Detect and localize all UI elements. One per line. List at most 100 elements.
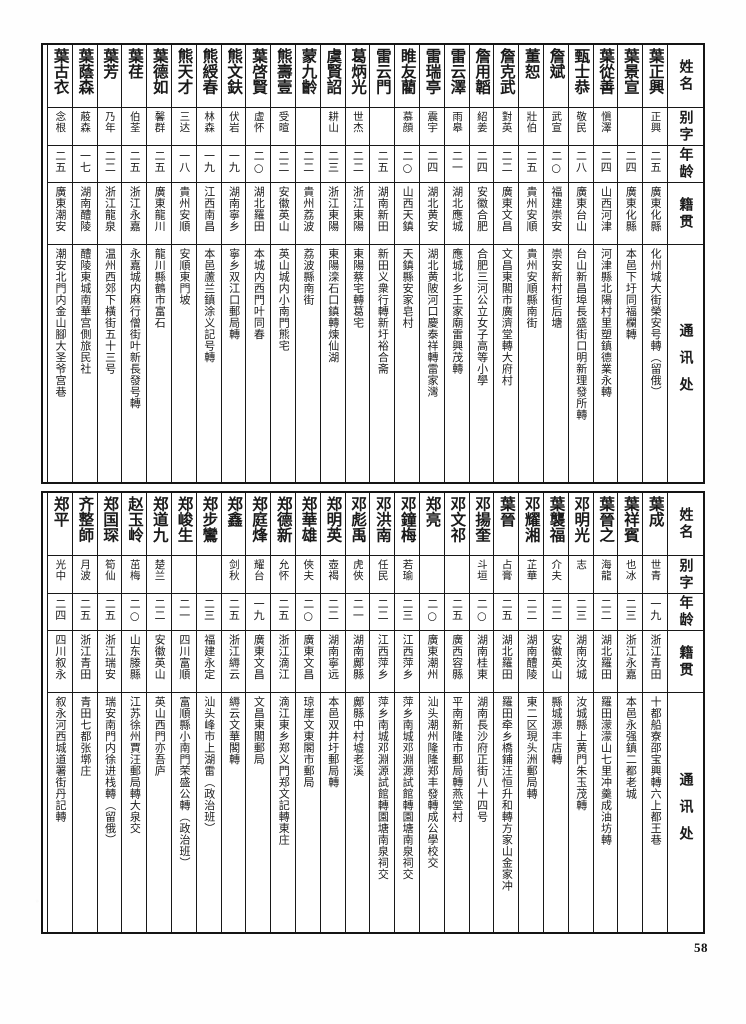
entry-alias-cell: 虎俠 bbox=[345, 555, 370, 593]
roster-entry-column[interactable]: 熊綬春 林森 一九 江西南昌 本邑蘆兰鎮涂义記号轉 bbox=[195, 45, 221, 482]
entry-name-cell: 郑德新 bbox=[271, 493, 295, 555]
entry-address-text: 富順縣小南門荣盛公轉（政治班） bbox=[178, 696, 191, 869]
entry-address-cell: 琼崖文東閣市郵局 bbox=[296, 692, 320, 932]
entry-hometown-cell: 浙江龍泉 bbox=[97, 182, 122, 244]
roster-entry-column[interactable]: 葉成 世青 一九 浙江青田 十都船寮邵宝興轉六上都王巷 bbox=[642, 493, 667, 932]
roster-entry-column[interactable]: 睢友藺 慕顔 二○ 山西天鎮 天鎮縣安家皂村 bbox=[394, 45, 420, 482]
roster-entry-column[interactable]: 邓洪南 任民 二二 江西萍乡 萍乡南城邓淵源試館轉園塘南泉祠交 bbox=[369, 493, 395, 932]
row-label-alias: 别字 bbox=[668, 555, 703, 593]
roster-entry-column[interactable]: 郑步鸞 二三 福建永定 汕头峰市上湖雷（政治班） bbox=[195, 493, 221, 932]
roster-entry-column[interactable]: 郑道九 楚兰 二二 安徽英山 英山西門亦吾庐 bbox=[146, 493, 172, 932]
roster-entry-column[interactable]: 熊壽壹 受暄 二二 安徽英山 英山城内小南門熊宅 bbox=[270, 45, 296, 482]
roster-entry-column[interactable]: 葉襲福 介夫 二二 安徽英山 縣城源丰店轉 bbox=[543, 493, 568, 932]
roster-entry-column[interactable]: 赵玉岭 茁梅 二○ 山东滕縣 江苏徐州賈汪郵局轉大泉交 bbox=[121, 493, 147, 932]
roster-entry-column[interactable]: 郑華雄 俠夫 二○ 廣東文昌 琼崖文東閣市郵局 bbox=[295, 493, 320, 932]
entry-address-cell: 萍乡南城邓淵源試館轉園塘南泉祠交 bbox=[395, 692, 420, 932]
roster-entry-column[interactable]: 葛炳光 世杰 二二 浙江東陽 東陽蔡宅轉葛宅 bbox=[344, 45, 370, 482]
entry-hometown-cell: 浙江縟云 bbox=[221, 630, 246, 692]
entry-age-text: 二五 bbox=[227, 598, 241, 621]
entry-hometown-cell: 浙江瑞安 bbox=[97, 630, 122, 692]
entry-name-text: 郑庭烽 bbox=[249, 496, 268, 543]
entry-hometown-cell: 四川富順 bbox=[172, 630, 196, 692]
entry-name-cell: 邓鐘梅 bbox=[395, 493, 419, 555]
roster-entry-column[interactable]: 甄士恭 敬民 二八 廣東台山 台山新昌埠長盛街口明新理發所轉 bbox=[567, 45, 593, 482]
roster-entry-column[interactable]: 郑庭烽 耀台 一九 廣東文昌 文昌東閣郵局 bbox=[245, 493, 271, 932]
roster-entry-column[interactable]: 郑明英 壺褐 二二 湖南寧远 本邑双井圩郵局轉 bbox=[319, 493, 345, 932]
roster-entry-column[interactable]: 邓揚奎 斗垣 二○ 湖南桂東 湖南長沙府正街八十四号 bbox=[468, 493, 494, 932]
entry-name-text: 葉德如 bbox=[150, 48, 169, 95]
entry-name-text: 邓鐘梅 bbox=[398, 496, 417, 543]
roster-entry-column[interactable]: 葉啓賢 虛怀 二○ 湖北羅田 本城内西門叶同春 bbox=[245, 45, 271, 482]
roster-entry-column[interactable]: 郑国琛 筍仙 二五 浙江瑞安 瑞安南門内徐进栈轉（留俄） bbox=[96, 493, 122, 932]
roster-entry-column[interactable]: 邓鐘梅 若瑜 二三 江西萍乡 萍乡南城邓淵源試館轉園塘南泉祠交 bbox=[394, 493, 420, 932]
roster-entry-column[interactable]: 葉晉之 海龍 二二 湖北羅田 羅田濛濛山七里冲羹成油坊轉 bbox=[592, 493, 618, 932]
roster-entry-column[interactable]: 熊文鈇 伏岩 一九 湖南寧乡 寧乡双江口郵局轉 bbox=[220, 45, 246, 482]
roster-entry-column[interactable]: 雷瑞亭 震宇 二四 湖北黄安 湖北黄陂河口慶泰祥轉雷家灣 bbox=[419, 45, 444, 482]
roster-entry-column[interactable]: 詹斌 武宣 二○ 福建崇安 崇安新村街后塘 bbox=[543, 45, 568, 482]
entry-alias-text: 志 bbox=[575, 559, 588, 570]
roster-entry-column[interactable]: 詹克武 對英 二二 廣東文昌 文昌東閣市廣濟堂轉大府村 bbox=[493, 45, 519, 482]
entry-name-text: 葛炳光 bbox=[349, 48, 368, 95]
entry-hometown-text: 安徽合肥 bbox=[475, 186, 489, 232]
entry-hometown-cell: 湖北羅田 bbox=[593, 630, 618, 692]
entry-age-text: 二八 bbox=[574, 150, 588, 173]
roster-entry-column[interactable]: 雷云門 二五 湖南新田 新田义衆行轉新圩裕合斋 bbox=[369, 45, 395, 482]
roster-entry-column[interactable]: 郑峻生 二一 四川富順 富順縣小南門荣盛公轉（政治班） bbox=[171, 493, 196, 932]
roster-entry-column[interactable]: 邓文祁 二五 廣西容縣 平南新隆市郵局轉燕堂村 bbox=[443, 493, 469, 932]
roster-entry-column[interactable]: 葉德如 馨群 二五 廣東龍川 龍川縣鶴市富石 bbox=[146, 45, 172, 482]
roster-entry-column[interactable]: 董恕 壯伯 二五 貴州安順 貴州安順縣南街 bbox=[518, 45, 544, 482]
roster-entry-column[interactable]: 熊天才 三达 一八 貴州安順 安順東門坡 bbox=[171, 45, 196, 482]
entry-alias-cell: 允怀 bbox=[271, 555, 296, 593]
roster-entry-column[interactable]: 葉祥賓 也冰 二三 浙江永嘉 本邑永强鎮二都老城 bbox=[617, 493, 643, 932]
roster-entry-column[interactable]: 邓明光志二三 湖南汝城 汝城縣上黄門朱玉茂轉 bbox=[567, 493, 593, 932]
entry-hometown-text: 廣東文昌 bbox=[301, 634, 315, 680]
roster-entry-column[interactable]: 葉芳 乃年 二二 浙江龍泉 温州西郊下橫街五十三号 bbox=[96, 45, 122, 482]
entry-hometown-text: 廣東化縣 bbox=[649, 186, 663, 232]
entry-age-cell: 二○ bbox=[395, 145, 420, 182]
entry-name-cell: 赵玉岭 bbox=[122, 493, 146, 555]
roster-table-upper: 姓名 别字 年龄 籍贯 通讯处 葉正興 正興 二五 廣東化縣 化州城大街榮安号轉（留俄） 葉景宣 二四… bbox=[41, 43, 705, 484]
roster-entry-column[interactable]: 葉景宣 二四 廣東化縣 本邑下圩同福欄轉 bbox=[617, 45, 643, 482]
roster-entry-column[interactable]: 葉古衣 念根 二五 廣東潮安 潮安北門内金山腳大圣爷宫巷 bbox=[47, 45, 72, 482]
roster-entry-column[interactable]: 郑德新 允怀 二五 浙江滴江 滴江東乡郑义門郑文記轉東庄 bbox=[270, 493, 296, 932]
roster-entry-column[interactable]: 郑亮 二○ 廣東潮州 汕头潮州隆隆郑丰發轉成公學校交 bbox=[419, 493, 444, 932]
roster-entry-column[interactable]: 虞賢詔 耕山 二三 浙江東陽 東陽滦石口鎮轉煉仙湖 bbox=[319, 45, 345, 482]
roster-entry-column[interactable]: 葉荏 伯荃 二五 浙江永嘉 永嘉城内麻行僧街叶新長發号轉 bbox=[121, 45, 147, 482]
entry-alias-text: 耀台 bbox=[252, 559, 265, 581]
roster-entry-column[interactable]: 齐整師 月波 二五 浙江青田 青田七都张墎庄 bbox=[71, 493, 97, 932]
roster-entry-column[interactable]: 蒙九齡 二二 貴州荔波 荔波縣南街 bbox=[295, 45, 320, 482]
row-label-column: 姓名 别字 年龄 籍贯 通讯处 bbox=[667, 45, 703, 482]
entry-name-text: 葉晉之 bbox=[597, 496, 616, 543]
roster-entry-column[interactable]: 郑鑫 剑秋 二五 浙江縟云 縟云文華閣轉 bbox=[220, 493, 246, 932]
entry-name-cell: 齐整師 bbox=[73, 493, 97, 555]
roster-entry-column[interactable]: 葉從善 愼澤 二四 山西河津 河津縣北陽村里塑鎮德業永轉 bbox=[592, 45, 618, 482]
entry-name-text: 甄士恭 bbox=[572, 48, 591, 95]
roster-entry-column[interactable]: 葉蔭森 蒑森 一七 湖南醴陵 醴陵東城南華宫側旅民社 bbox=[71, 45, 97, 482]
entry-alias-text: 若瑜 bbox=[401, 559, 414, 581]
entry-name-cell: 邓彪禹 bbox=[346, 493, 370, 555]
entry-name-text: 齐整師 bbox=[76, 496, 95, 543]
entry-age-cell: 二一 bbox=[172, 593, 196, 630]
entry-name-cell: 董恕 bbox=[519, 45, 543, 107]
entry-address-cell: 合肥三河公立女子高等小學 bbox=[469, 244, 494, 482]
roster-entry-column[interactable]: 詹用韜 紹姜 二四 安徽合肥 合肥三河公立女子高等小學 bbox=[468, 45, 494, 482]
entry-address-text: 安順東門坡 bbox=[178, 248, 191, 306]
entry-address-cell: 安順東門坡 bbox=[172, 244, 196, 482]
roster-entry-column[interactable]: 葉晉 占膏 二五 湖北羅田 羅田牵乡橋鋪汪恒升和轉方家山金家冲 bbox=[493, 493, 519, 932]
roster-entry-column[interactable]: 葉正興 正興 二五 廣東化縣 化州城大街榮安号轉（留俄） bbox=[642, 45, 667, 482]
entry-age-text: 二二 bbox=[376, 598, 390, 621]
entry-hometown-cell: 浙江東陽 bbox=[345, 182, 370, 244]
entry-hometown-text: 廣東龍川 bbox=[153, 186, 167, 232]
roster-entry-column[interactable]: 雷云澤 雨皋 二一 湖北應城 應城北乡王家廟雷興茂轉 bbox=[443, 45, 469, 482]
entry-address-cell: 平南新隆市郵局轉燕堂村 bbox=[444, 692, 469, 932]
roster-entry-column[interactable]: 邓彪禹 虎俠 二一 湖南鄺縣 鄺縣中村墟老溪 bbox=[344, 493, 370, 932]
entry-name-cell: 葉正興 bbox=[643, 45, 667, 107]
entry-address-cell: 東陽蔡宅轉葛宅 bbox=[345, 244, 370, 482]
entry-alias-cell: 世青 bbox=[643, 555, 667, 593]
roster-entry-column[interactable]: 郑平 光中 二四 四川叙永 叙永河西城道署街丹記轉 bbox=[47, 493, 72, 932]
roster-entry-column[interactable]: 邓耀湘 芷華 二二 湖南醴陵 東二区現头洲郵局轉 bbox=[518, 493, 544, 932]
entry-address-cell: 本邑双井圩郵局轉 bbox=[320, 692, 345, 932]
entry-hometown-cell: 廣東台山 bbox=[568, 182, 593, 244]
entry-address-cell: 永嘉城内麻行僧街叶新長發号轉 bbox=[122, 244, 147, 482]
entry-name-text: 赵玉岭 bbox=[125, 496, 144, 543]
